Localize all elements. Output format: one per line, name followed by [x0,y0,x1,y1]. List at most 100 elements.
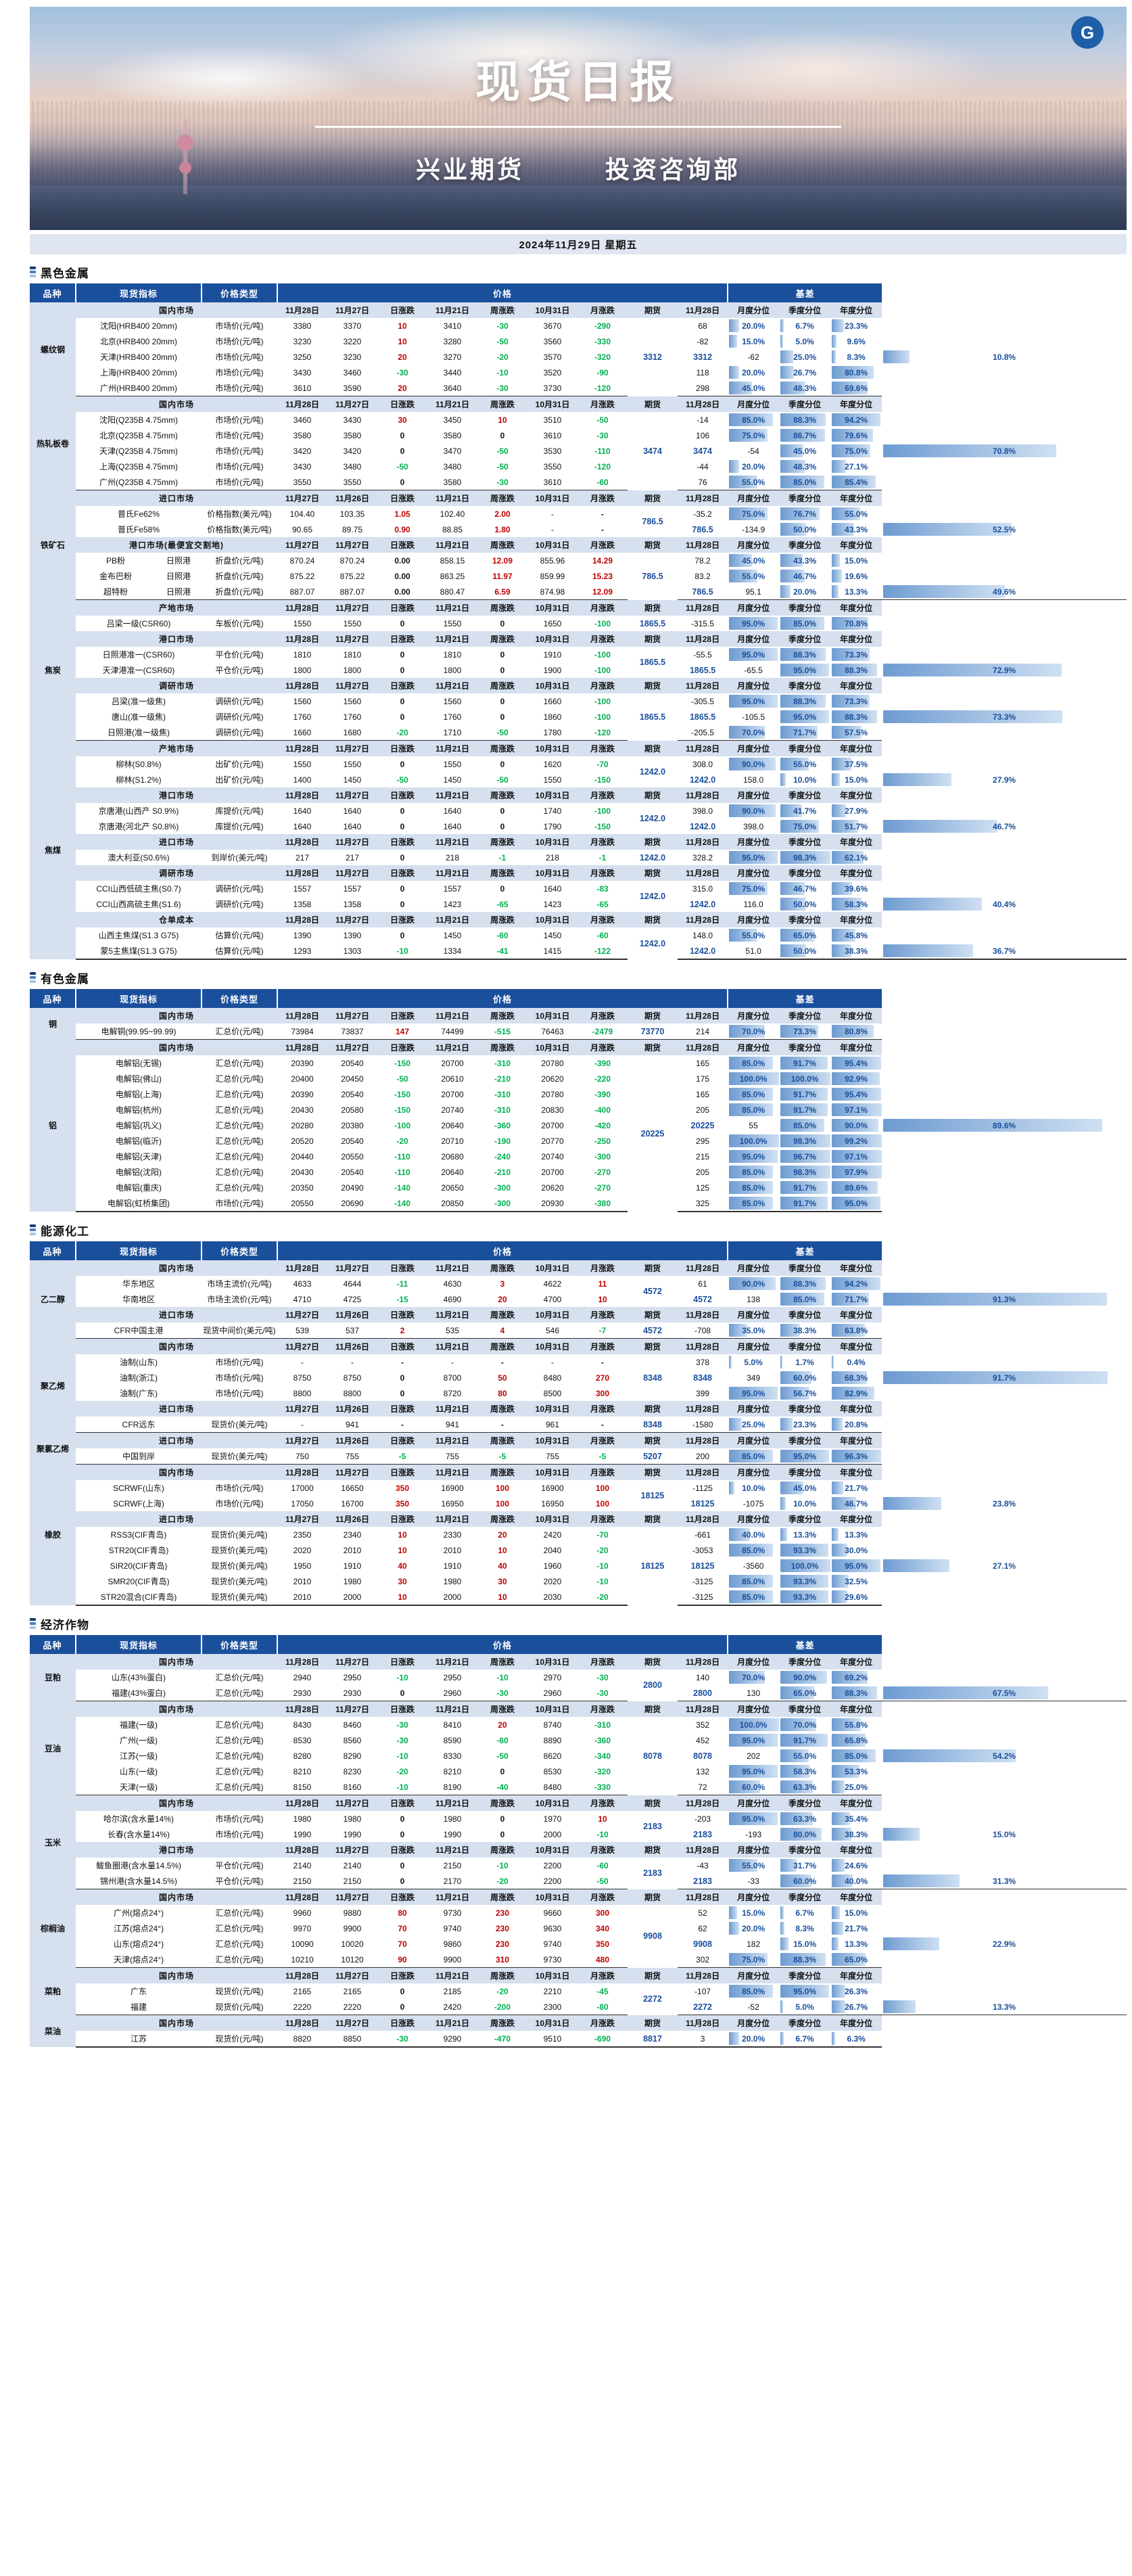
price-w1: 8700 [427,1370,478,1385]
year-pct-header: 年度分位 [830,1432,882,1448]
date-header-0: 11月28日 [277,1842,328,1858]
table-row: 柳林(S1.2%) 出矿价(元/吨) 1400 1450 -50 1450 -50 1550-… [30,772,1127,787]
price-m1: 1640 [527,881,578,896]
date-header-0: 11月27日 [277,1511,328,1527]
price-w1: 2185 [427,1983,478,1999]
quarter-percentile: 13.3% [830,1936,882,1952]
date-header-1: 11月27日 [327,834,378,850]
daily-change: 0 [377,756,428,772]
weekly-change: -20 [477,349,528,365]
basis-value: 130 [728,1685,780,1701]
indicator-name: STR20(CIF青岛) [76,1542,202,1558]
daily-change: -100 [377,1118,428,1133]
price-type: 调研价(元/吨) [202,724,278,741]
price-d2: 2930 [327,1685,378,1701]
table-row: 电解铝(天津) 汇总价(元/吨) 20440 20550 -110 20680 -240 20… [30,1149,1127,1164]
price-m1: 20830 [527,1102,578,1118]
futures-header: 期货 [628,1795,678,1811]
date-header-6: 月涨跌 [577,1889,628,1905]
year-percentile: 97.1% [830,1102,882,1118]
quarter-percentile: 46.7% [779,881,831,896]
quarter-percentile: 85.0% [830,1748,882,1764]
futures-price: 1865.5 [678,709,728,724]
price-type: 汇总价(元/吨) [202,1936,278,1952]
monthly-change: -320 [577,349,628,365]
daily-change: -10 [377,1670,428,1685]
price-type: 市场价(元/吨) [202,459,278,474]
weekly-change: 20 [477,1717,528,1732]
daily-change: -50 [377,459,428,474]
weekly-change: 30 [477,1573,528,1589]
daily-change: -50 [377,772,428,787]
weekly-change: -10 [477,365,528,380]
date-header-4: 周涨跌 [477,1967,528,1983]
daily-change: -20 [377,724,428,741]
weekly-change: 80 [477,1385,528,1401]
month-percentile: 85.0% [728,1542,780,1558]
date-header-2: 日涨跌 [377,740,428,756]
market-label: 港口市场 [76,787,278,803]
weekly-change: -200 [477,1999,528,2015]
price-d1: 1800 [277,662,328,678]
section-header-4: 经济作物 [30,1615,1120,1632]
weekly-change: -30 [477,318,528,334]
year-percentile: 96.3% [830,1448,882,1465]
indicator-name: 油制(山东) [76,1354,202,1370]
price-d2: 2150 [327,1873,378,1889]
indicator-name: 电解铝(杭州) [76,1102,202,1118]
weekly-change: 100 [477,1480,528,1496]
price-type: 汇总价(元/吨) [202,1779,278,1795]
daily-change: 0 [377,850,428,865]
table-row: 北京(Q235B 4.75mm) 市场价(元/吨) 3580 3580 0 3580 0 36… [30,428,1127,443]
price-d2: 755 [327,1448,378,1465]
futures-price: 1242.0 [628,803,678,834]
price-m1: 546 [527,1322,578,1339]
col-header-variety: 品种 [30,1635,76,1654]
market-subheader-row: 豆粕 国内市场 11月28日 11月27日 日涨跌 11月21日 周涨跌 10月31日 月涨跌期… [30,1654,1127,1701]
weekly-change: -50 [477,443,528,459]
price-m1: 1970 [527,1811,578,1826]
price-m1: 2210 [527,1983,578,1999]
year-percentile: 80.8% [830,365,882,380]
price-d1: 8150 [277,1779,328,1795]
date-header-6: 月涨跌 [577,302,628,318]
daily-change: -10 [377,1748,428,1764]
quarter-percentile: 26.7% [830,1999,882,2015]
col-header-variety: 品种 [30,283,76,302]
year-percentile: 89.6% [830,1180,882,1195]
quarter-percentile: 85.0% [779,474,831,490]
price-w1: 8190 [427,1779,478,1795]
table-row: 山西主焦煤(S1.3 G75) 估算价(元/吨) 1390 1390 0 1450 -60 1… [30,927,1127,959]
section-bullet-icon [30,971,36,984]
month-pct-header: 月度分位 [728,1307,780,1322]
indicator-name: 江苏 [76,2031,202,2048]
quarter-percentile: 65.0% [779,927,831,943]
month-percentile: 10.0% [779,772,831,787]
futures-header: 期货 [628,1842,678,1858]
date-header-0: 11月28日 [277,599,328,616]
futures-price: 1865.5 [628,616,678,631]
date-header-2: 日涨跌 [377,599,428,616]
month-percentile: 70.0% [728,724,780,741]
daily-change: -150 [377,1086,428,1102]
price-d2: 103.35 [327,506,378,522]
futures-header: 期货 [628,537,678,553]
month-pct-header: 月度分位 [728,1842,780,1858]
table-row: 电解铝(重庆) 汇总价(元/吨) 20350 20490 -140 20650 -300 20… [30,1180,1127,1195]
monthly-change: - [577,1417,628,1433]
weekly-change: -10 [477,1670,528,1685]
monthly-change: 300 [577,1905,628,1920]
month-pct-header: 月度分位 [728,1464,780,1480]
date-header-4: 周涨跌 [477,1039,528,1055]
indicator-name: 华东地区 [76,1276,202,1291]
weekly-change: 4 [477,1322,528,1339]
basis-value: 106 [678,428,728,443]
col-header-price-type: 价格类型 [202,1635,279,1654]
date-header-2: 日涨跌 [377,1432,428,1448]
futures-price: 2183 [678,1826,728,1842]
date-header-0: 11月28日 [277,1701,328,1717]
price-d1: 3420 [277,443,328,459]
daily-change: 1.05 [377,506,428,522]
monthly-change: 15.23 [577,568,628,584]
date-header-0: 11月28日 [277,1039,328,1055]
